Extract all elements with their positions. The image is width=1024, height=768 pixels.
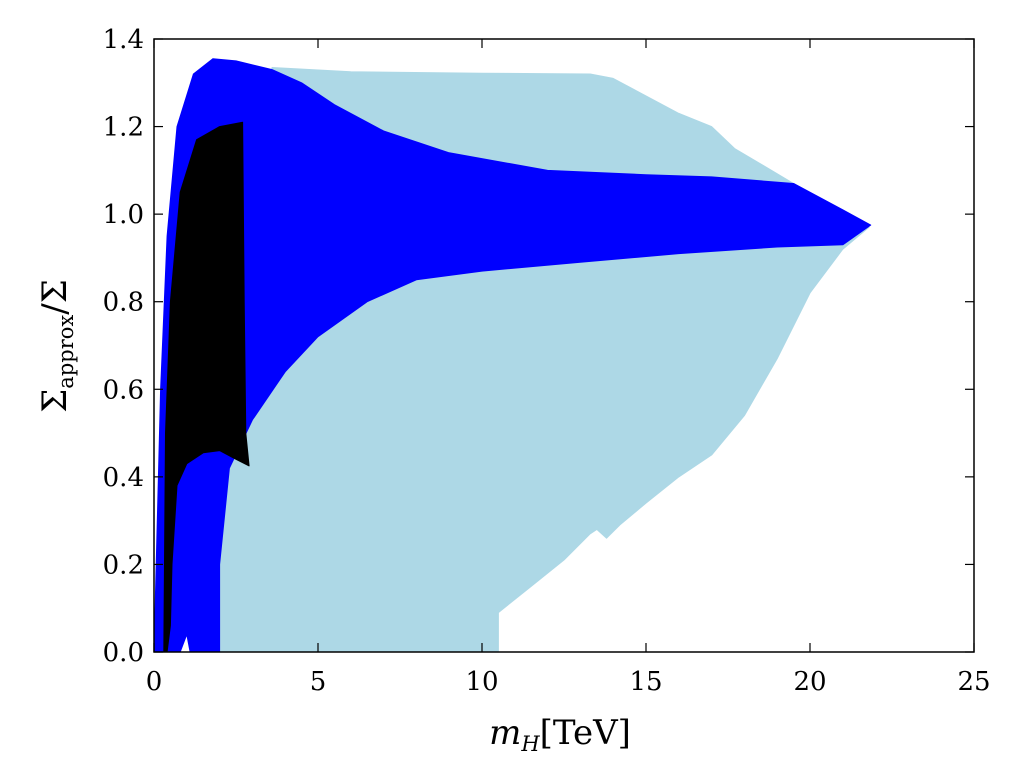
x-tick-labels: 0 5 10 15 20 25	[146, 667, 991, 697]
x-tick-label: 10	[465, 667, 498, 697]
x-axis-label: mH[TeV]	[489, 713, 631, 756]
y-tick-label: 1.0	[103, 200, 144, 230]
y-axis-subscript: approx	[54, 315, 78, 389]
x-axis-subscript: H	[520, 732, 540, 756]
x-tick-label: 25	[957, 667, 990, 697]
y-tick-label: 0.6	[103, 375, 144, 405]
x-axis-symbol: m	[489, 713, 521, 753]
y-tick-label: 0.4	[103, 463, 144, 493]
y-tick-label: 1.4	[103, 25, 144, 55]
y-axis-symbol: Σ	[35, 389, 75, 413]
x-tick-label: 20	[793, 667, 826, 697]
x-tick-label: 5	[310, 667, 327, 697]
plot-frame	[153, 38, 975, 653]
y-tick-label: 1.2	[103, 113, 144, 143]
y-axis-label: Σapprox/Σ	[35, 279, 78, 412]
y-tick-label: 0.2	[103, 550, 144, 580]
region-1	[153, 58, 872, 653]
x-tick-label: 0	[146, 667, 163, 697]
y-axis-rest: /Σ	[35, 279, 75, 315]
x-axis-unit: [TeV]	[540, 713, 631, 753]
y-tick-label: 0.0	[103, 638, 144, 668]
data-areas	[153, 58, 872, 653]
y-tick-labels: 0.0 0.2 0.4 0.6 0.8 1.0 1.2 1.4	[103, 25, 144, 668]
region-2	[163, 121, 250, 653]
y-tick-label: 0.8	[103, 288, 144, 318]
x-tick-label: 15	[629, 667, 662, 697]
